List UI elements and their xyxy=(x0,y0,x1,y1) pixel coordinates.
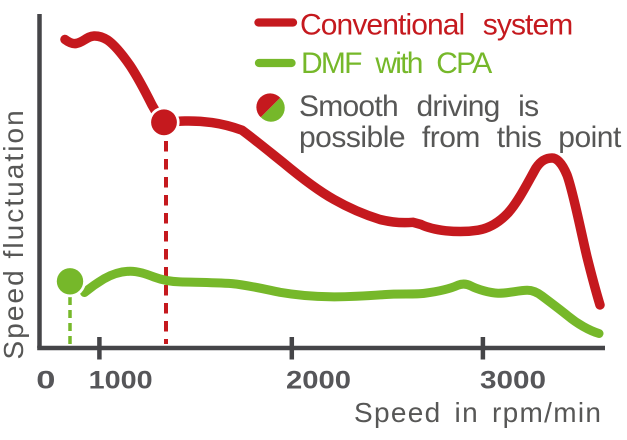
svg-text:possible from this point: possible from this point xyxy=(299,121,622,154)
svg-text:Smooth driving is: Smooth driving is xyxy=(299,90,538,123)
svg-text:Speed in rpm/min: Speed in rpm/min xyxy=(354,397,602,428)
svg-text:0: 0 xyxy=(36,367,55,394)
svg-text:Conventional system: Conventional system xyxy=(300,9,572,42)
svg-text:3000: 3000 xyxy=(480,366,546,394)
svg-text:Speed fluctuation: Speed fluctuation xyxy=(0,108,29,359)
svg-text:1000: 1000 xyxy=(89,366,153,394)
svg-text:DMF with CPA: DMF with CPA xyxy=(301,47,492,80)
svg-text:2000: 2000 xyxy=(286,366,351,394)
